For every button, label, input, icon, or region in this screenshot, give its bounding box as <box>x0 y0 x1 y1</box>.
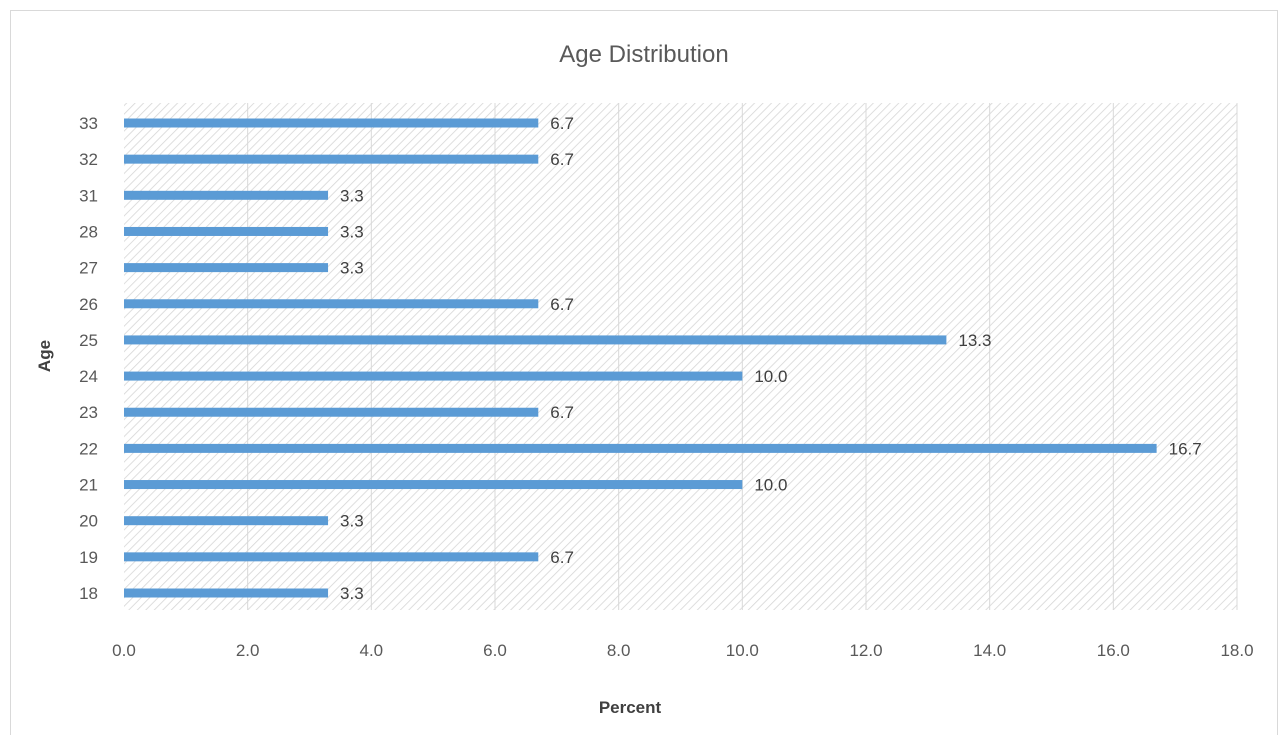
chart-title: Age Distribution <box>559 41 728 68</box>
data-label: 13.3 <box>958 331 991 350</box>
data-label: 3.3 <box>340 512 364 531</box>
y-tick-label: 20 <box>79 512 98 531</box>
bar <box>124 371 743 381</box>
y-tick-label: 31 <box>79 186 98 205</box>
bar <box>124 335 947 345</box>
x-tick-label: 4.0 <box>360 641 384 660</box>
data-label: 6.7 <box>550 295 574 314</box>
y-tick-label: 28 <box>79 222 98 241</box>
data-label: 3.3 <box>340 186 364 205</box>
y-axis-ticks: 18 19 20 21 22 23 24 25 26 27 28 31 32 33 <box>79 114 98 603</box>
bar <box>124 154 539 164</box>
bar <box>124 516 329 526</box>
data-label: 3.3 <box>340 259 364 278</box>
data-label: 6.7 <box>550 150 574 169</box>
y-tick-label: 23 <box>79 403 98 422</box>
gridlines <box>247 103 1238 610</box>
x-tick-label: 2.0 <box>236 641 260 660</box>
data-label: 6.7 <box>550 548 574 567</box>
bar <box>124 407 539 417</box>
x-tick-label: 18.0 <box>1220 641 1253 660</box>
x-tick-label: 0.0 <box>112 641 136 660</box>
data-label: 6.7 <box>550 403 574 422</box>
y-tick-label: 24 <box>79 367 98 386</box>
y-tick-label: 19 <box>79 548 98 567</box>
x-tick-label: 6.0 <box>483 641 507 660</box>
y-axis-title: Age <box>35 340 54 372</box>
x-axis-ticks: 0.0 2.0 4.0 6.0 8.0 10.0 12.0 14.0 16.0 18.0 <box>112 641 1253 660</box>
bar <box>124 443 1157 453</box>
y-tick-label: 18 <box>79 584 98 603</box>
x-tick-label: 10.0 <box>726 641 759 660</box>
bar <box>124 190 329 200</box>
bar <box>124 552 539 562</box>
y-tick-label: 27 <box>79 259 98 278</box>
data-label: 10.0 <box>754 476 787 495</box>
x-axis-title: Percent <box>599 698 662 717</box>
x-tick-label: 14.0 <box>973 641 1006 660</box>
y-tick-label: 32 <box>79 150 98 169</box>
bar <box>124 226 329 236</box>
x-tick-label: 16.0 <box>1097 641 1130 660</box>
bar <box>124 299 539 309</box>
y-tick-label: 33 <box>79 114 98 133</box>
bar <box>124 263 329 273</box>
y-tick-label: 21 <box>79 476 98 495</box>
bar <box>124 480 743 490</box>
data-labels: 3.3 6.7 3.3 10.0 16.7 6.7 10.0 13.3 6.7 3.3 3.3 3.3… <box>340 114 1202 603</box>
data-label: 10.0 <box>754 367 787 386</box>
y-tick-label: 25 <box>79 331 98 350</box>
x-tick-label: 12.0 <box>849 641 882 660</box>
data-label: 16.7 <box>1169 439 1202 458</box>
bar <box>124 118 539 128</box>
data-label: 3.3 <box>340 222 364 241</box>
x-tick-label: 8.0 <box>607 641 631 660</box>
bar <box>124 588 329 598</box>
y-tick-label: 22 <box>79 439 98 458</box>
data-label: 6.7 <box>550 114 574 133</box>
plot-area-background <box>124 103 1237 610</box>
bars <box>124 118 1157 598</box>
data-label: 3.3 <box>340 584 364 603</box>
y-tick-label: 26 <box>79 295 98 314</box>
